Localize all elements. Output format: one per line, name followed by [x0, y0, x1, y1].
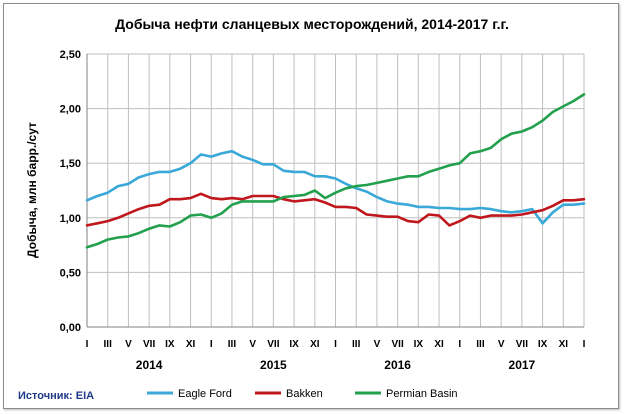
- x-axis-ticks: I III V VII IX XI I III V VII IX XI I III V VII IX XI I III…: [86, 339, 586, 350]
- x-tick-label: I: [583, 339, 586, 350]
- x-axis-years: 2014 2015 2016 2017: [136, 358, 536, 372]
- y-tick-label: 1,50: [60, 158, 81, 170]
- x-tick-label: III: [352, 339, 361, 350]
- x-tick-label: III: [228, 339, 237, 350]
- x-tick-label: V: [125, 339, 132, 350]
- y-tick-label: 1,00: [60, 213, 81, 225]
- x-tick-label: I: [210, 339, 213, 350]
- y-tick-label: 0,00: [60, 322, 81, 334]
- x-tick-label: XI: [186, 339, 196, 350]
- year-label: 2016: [384, 358, 411, 372]
- legend-eagle-ford: Eagle Ford: [147, 388, 232, 400]
- legend-label: Permian Basin: [386, 388, 458, 400]
- series-lines: [85, 93, 586, 249]
- source-note: Источник: EIA: [18, 390, 94, 402]
- y-tick-label: 0,50: [60, 267, 81, 279]
- eagle-ford-line: [85, 149, 586, 225]
- x-tick-label: III: [104, 339, 113, 350]
- legend-label: Bakken: [286, 388, 323, 400]
- x-tick-label: I: [334, 339, 337, 350]
- axes: [86, 54, 584, 328]
- y-tick-label: 2,00: [60, 104, 81, 116]
- x-tick-label: V: [374, 339, 381, 350]
- x-tick-label: I: [458, 339, 461, 350]
- x-tick-label: XI: [559, 339, 569, 350]
- x-tick-label: V: [498, 339, 505, 350]
- legend-bakken: Bakken: [255, 388, 323, 400]
- legend-permian-basin: Permian Basin: [355, 388, 458, 400]
- y-axis-ticks: 0,00 0,50 1,00 1,50 2,00 2,50: [60, 49, 81, 334]
- permian-basin-line: [85, 93, 586, 249]
- chart-svg: Добыча нефти сланцевых месторождений, 20…: [18, 16, 586, 402]
- grid-lines: [86, 53, 585, 328]
- x-tick-label: IX: [414, 339, 424, 350]
- chart-frame: Добыча нефти сланцевых месторождений, 20…: [3, 3, 619, 409]
- y-tick-label: 2,50: [60, 49, 81, 61]
- x-tick-label: I: [86, 339, 89, 350]
- bakken-line: [85, 192, 586, 227]
- x-tick-label: IX: [165, 339, 175, 350]
- x-tick-label: VII: [392, 339, 404, 350]
- x-tick-label: IX: [289, 339, 299, 350]
- x-tick-label: XI: [310, 339, 320, 350]
- x-tick-label: VII: [516, 339, 528, 350]
- x-tick-label: IX: [538, 339, 548, 350]
- year-label: 2015: [260, 358, 287, 372]
- chart-title: Добыча нефти сланцевых месторождений, 20…: [115, 16, 509, 32]
- x-tick-label: VII: [143, 339, 155, 350]
- legend: Eagle Ford Bakken Permian Basin: [147, 388, 458, 400]
- y-axis-label: Добыча, млн барр./сут: [25, 122, 39, 258]
- x-tick-label: III: [476, 339, 485, 350]
- x-tick-label: V: [249, 339, 256, 350]
- x-tick-label: VII: [267, 339, 279, 350]
- legend-label: Eagle Ford: [178, 388, 232, 400]
- x-tick-label: XI: [434, 339, 444, 350]
- year-label: 2017: [509, 358, 536, 372]
- year-label: 2014: [136, 358, 163, 372]
